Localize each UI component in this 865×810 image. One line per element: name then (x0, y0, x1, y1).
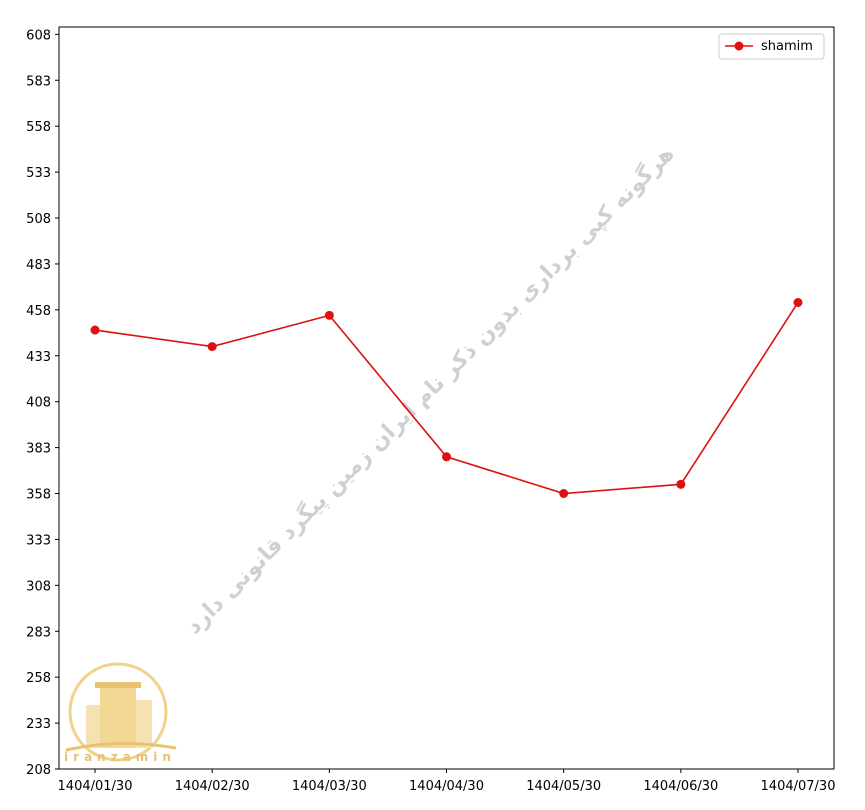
x-tick-label: 1404/01/30 (58, 779, 133, 794)
y-tick-label: 333 (26, 533, 51, 548)
y-tick-label: 258 (26, 671, 51, 686)
x-tick-label: 1404/04/30 (409, 779, 484, 794)
legend-label: shamim (761, 39, 813, 54)
logo: iranzamin (64, 662, 177, 764)
x-tick-label: 1404/06/30 (643, 779, 718, 794)
y-tick-label: 533 (26, 166, 51, 181)
y-tick-label: 483 (26, 258, 51, 273)
x-tick-label: 1404/02/30 (175, 779, 250, 794)
y-tick-label: 358 (26, 488, 51, 503)
y-tick-label: 408 (26, 396, 51, 411)
y-tick-label: 283 (26, 625, 51, 640)
marker (442, 452, 451, 462)
marker (90, 325, 100, 335)
plot-area (58, 26, 835, 770)
x-tick-label: 1404/05/30 (526, 779, 601, 794)
logo-text: iranzamin (64, 750, 176, 764)
y-tick-label: 383 (26, 442, 51, 457)
x-tick-label: 1404/07/30 (761, 779, 836, 794)
y-tick-label: 558 (26, 120, 51, 135)
legend-marker (734, 41, 744, 51)
y-tick-label: 233 (26, 717, 51, 732)
x-tick-label: 1404/03/30 (292, 779, 367, 794)
y-tick-label: 208 (26, 763, 51, 778)
marker (559, 489, 569, 499)
marker (676, 479, 686, 489)
marker (793, 297, 803, 307)
y-tick-label: 433 (26, 350, 51, 365)
y-tick-label: 608 (26, 28, 51, 43)
y-tick-label: 308 (26, 579, 51, 594)
marker (324, 310, 334, 320)
y-tick-label: 508 (26, 212, 51, 227)
y-tick-label: 583 (26, 74, 51, 89)
marker (207, 342, 217, 352)
legend-box (718, 33, 825, 60)
y-tick-label: 458 (26, 304, 51, 319)
